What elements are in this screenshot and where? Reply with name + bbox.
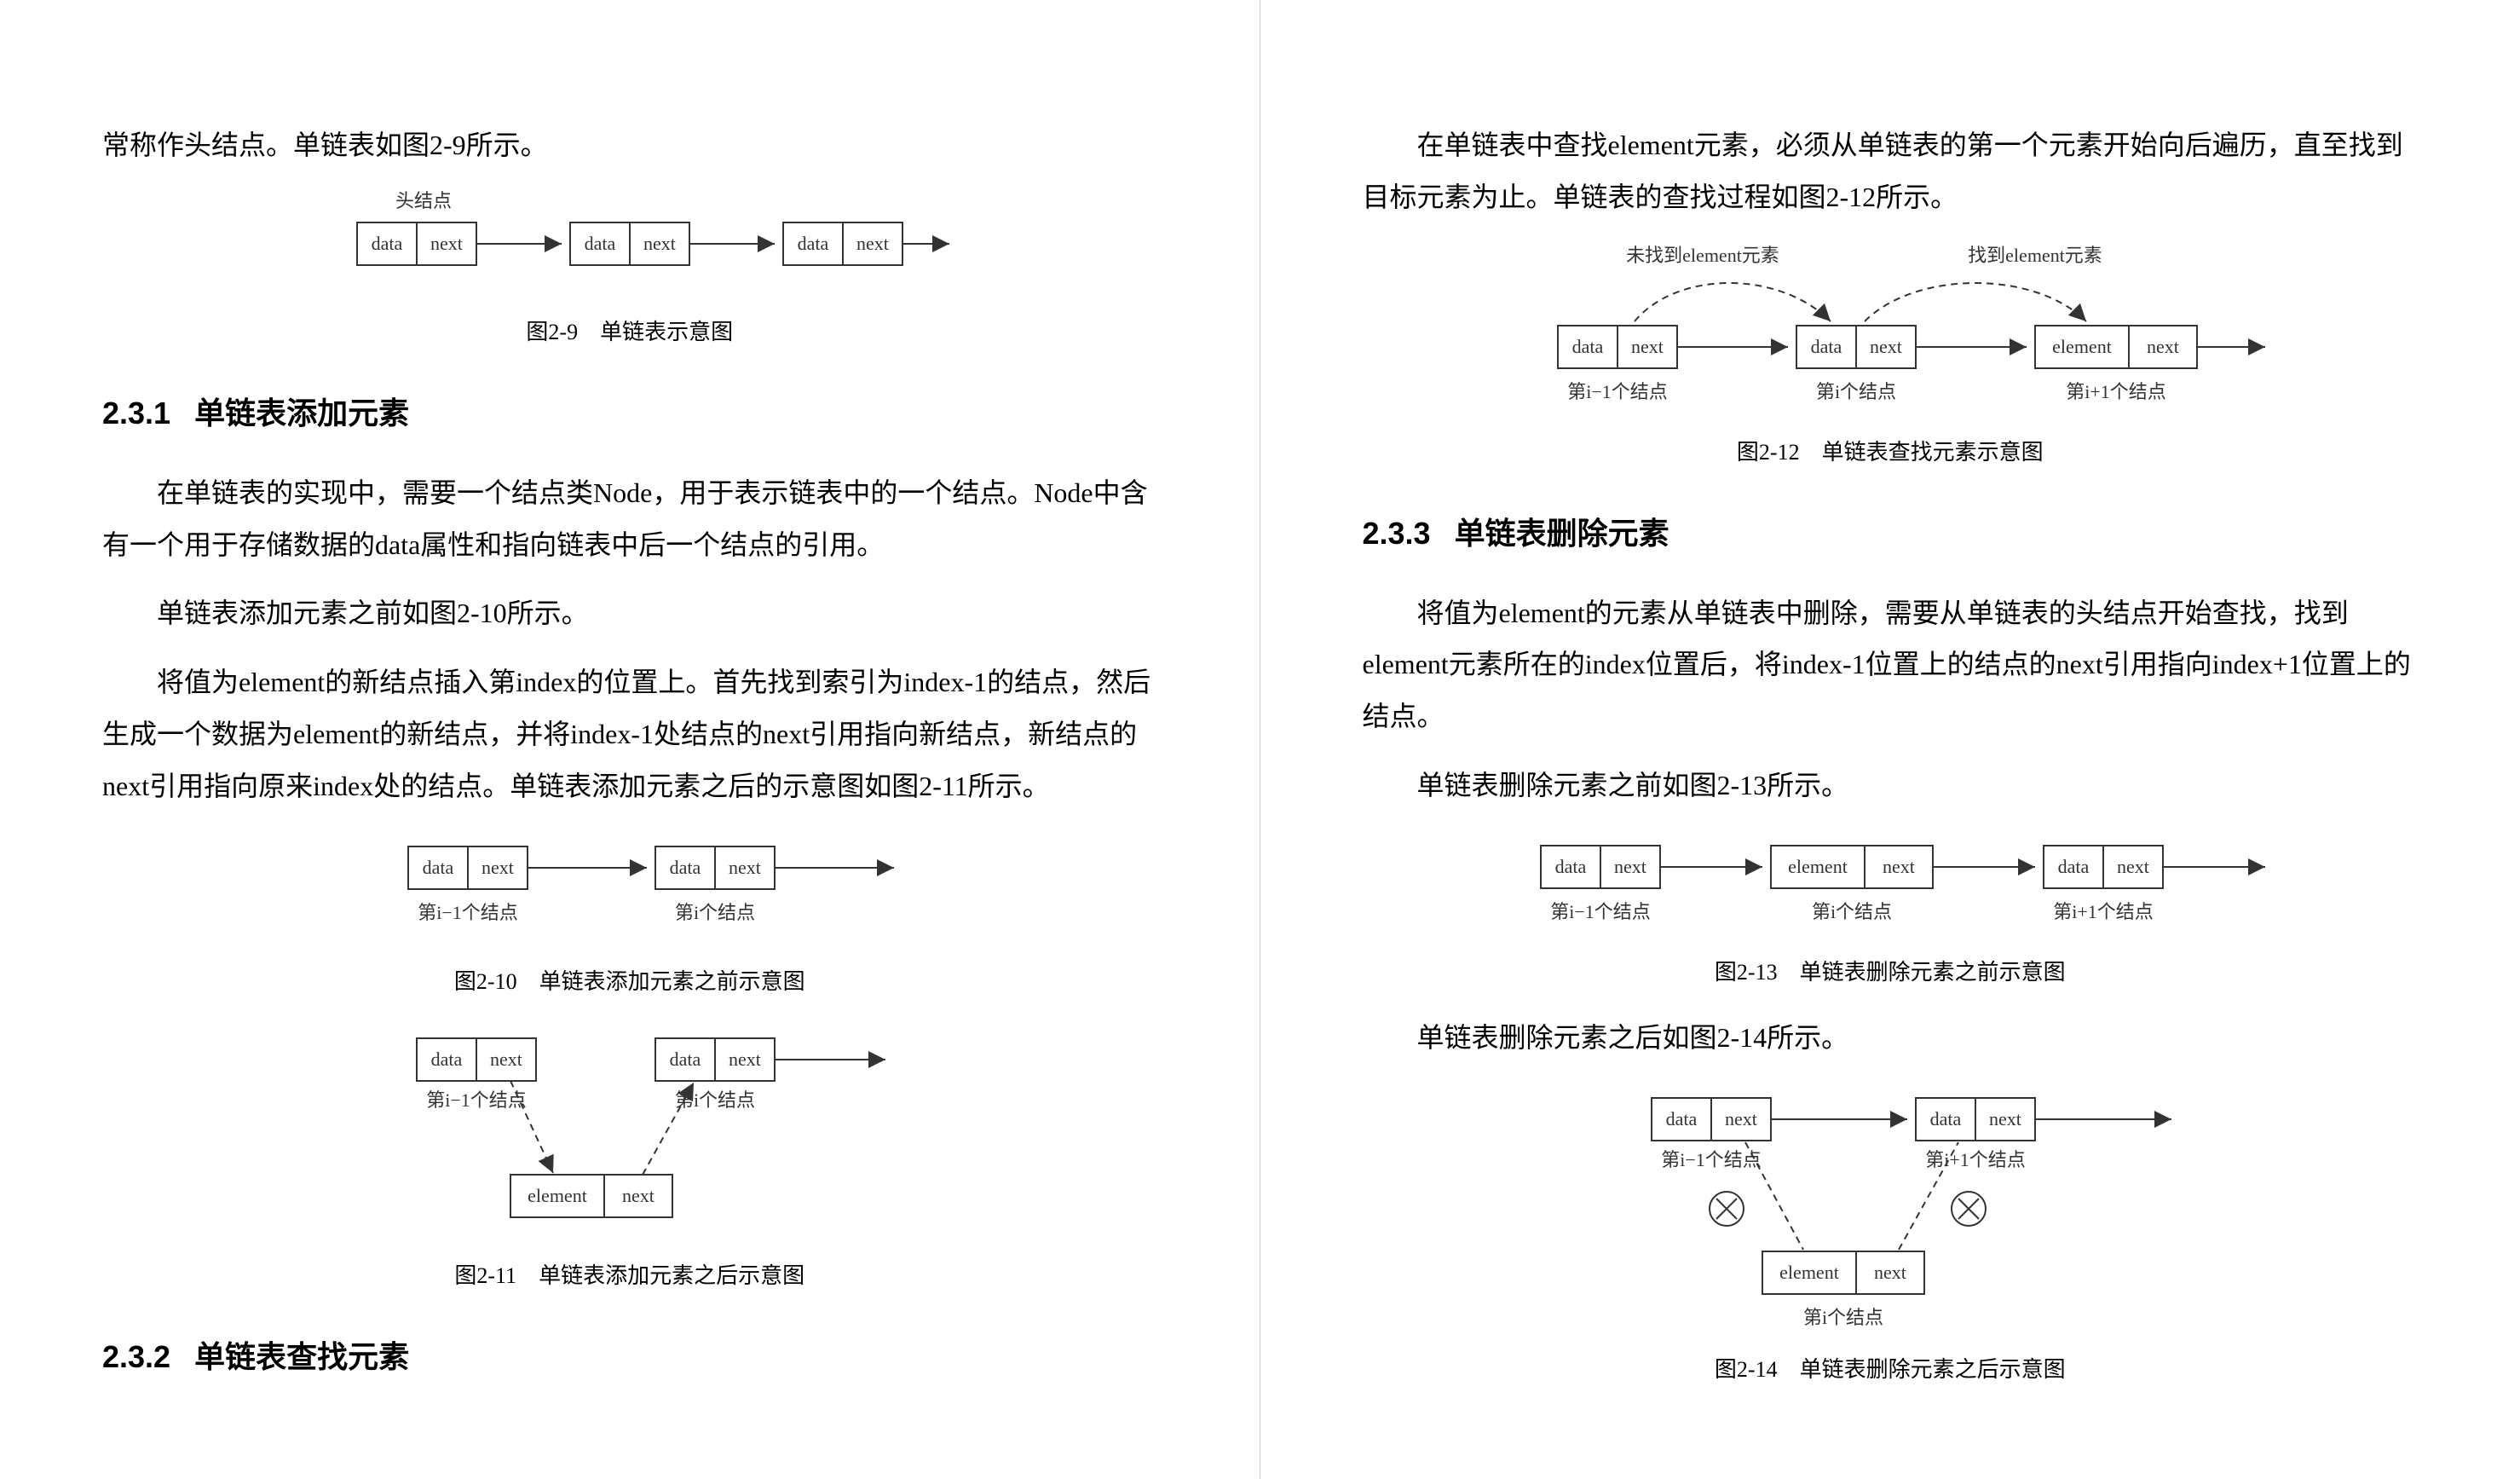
fig-2-9: 头结点 data next data next data [102, 188, 1157, 346]
svg-text:next: next [482, 857, 514, 878]
section-2-3-1: 2.3.1单链表添加元素 [102, 389, 1157, 433]
svg-text:data: data [797, 233, 828, 254]
page-right: 在单链表中查找element元素，必须从单链表的第一个元素开始向后遍历，直至找到… [1260, 0, 2520, 1479]
svg-text:data: data [422, 857, 453, 878]
fig-2-12-caption: 图2-12 单链表查找元素示意图 [1737, 435, 2044, 466]
svg-text:next: next [1874, 1262, 1906, 1283]
section-2-3-2: 2.3.2单链表查找元素 [102, 1332, 1157, 1377]
svg-text:第i+1个结点: 第i+1个结点 [2066, 381, 2166, 402]
svg-text:next: next [430, 233, 463, 254]
svg-text:第i−1个结点: 第i−1个结点 [418, 902, 518, 923]
para-l1: 常称作头结点。单链表如图2-9所示。 [102, 119, 1157, 171]
svg-text:data: data [669, 857, 701, 878]
svg-text:第i个结点: 第i个结点 [1816, 381, 1896, 402]
svg-text:第i−1个结点: 第i−1个结点 [1567, 381, 1668, 402]
para-l3: 单链表添加元素之前如图2-10所示。 [102, 587, 1157, 639]
svg-text:第i个结点: 第i个结点 [675, 902, 755, 923]
svg-text:找到element元素: 找到element元素 [1968, 245, 2102, 266]
svg-text:未找到element元素: 未找到element元素 [1626, 245, 1779, 266]
fig-2-11-caption: 图2-11 单链表添加元素之后示意图 [454, 1258, 804, 1290]
fig-2-13-caption: 图2-13 单链表删除元素之前示意图 [1715, 955, 2066, 986]
svg-text:第i+1个结点: 第i+1个结点 [2053, 901, 2154, 922]
svg-text:element: element [1788, 856, 1848, 877]
para-r4: 单链表删除元素之后如图2-14所示。 [1363, 1012, 2419, 1064]
svg-text:第i−1个结点: 第i−1个结点 [426, 1089, 527, 1111]
fig-2-11-svg: data next 第i−1个结点 data next 第i个结点 elemen… [357, 1021, 902, 1243]
svg-text:next: next [1989, 1108, 2021, 1129]
svg-text:data: data [1571, 336, 1603, 357]
section-2-3-3: 2.3.3单链表删除元素 [1363, 509, 2419, 553]
svg-text:next: next [1614, 856, 1646, 877]
svg-text:next: next [1883, 856, 1915, 877]
svg-text:data: data [2057, 856, 2089, 877]
svg-text:data: data [430, 1049, 462, 1070]
svg-text:next: next [490, 1049, 522, 1070]
svg-text:next: next [1725, 1108, 1757, 1129]
svg-text:element: element [2052, 336, 2112, 357]
para-r1: 在单链表中查找element元素，必须从单链表的第一个元素开始向后遍历，直至找到… [1363, 119, 2419, 223]
svg-text:next: next [1870, 336, 1902, 357]
svg-text:第i个结点: 第i个结点 [1812, 901, 1892, 922]
fig-2-13: data next element next data next 第i−1个结点… [1363, 829, 2419, 986]
svg-text:data: data [1929, 1108, 1961, 1129]
svg-text:next: next [1631, 336, 1664, 357]
svg-text:next: next [643, 233, 676, 254]
svg-text:data: data [371, 233, 402, 254]
fig-2-9-caption: 图2-9 单链表示意图 [526, 315, 733, 346]
fig-2-10-svg: data next data next 第i−1个结点 第i个结点 [357, 829, 902, 949]
svg-text:next: next [622, 1185, 655, 1206]
fig-2-12-svg: 未找到element元素 找到element元素 data next data … [1507, 240, 2274, 419]
fig-2-14: data next 第i−1个结点 data next 第i+1个结点 elem… [1363, 1081, 2419, 1384]
para-r3: 单链表删除元素之前如图2-13所示。 [1363, 760, 2419, 812]
fig-2-14-caption: 图2-14 单链表删除元素之后示意图 [1715, 1352, 2066, 1384]
svg-text:data: data [584, 233, 615, 254]
fig-2-9-svg: 头结点 data next data next data [306, 188, 954, 299]
svg-text:data: data [1554, 856, 1586, 877]
svg-text:第i个结点: 第i个结点 [675, 1089, 755, 1111]
fig-2-10: data next data next 第i−1个结点 第i个结点 图2-10 … [102, 829, 1157, 996]
svg-text:next: next [2147, 336, 2179, 357]
para-r2: 将值为element的元素从单链表中删除，需要从单链表的头结点开始查找，找到el… [1363, 587, 2419, 742]
svg-text:next: next [729, 1049, 761, 1070]
page-left: 常称作头结点。单链表如图2-9所示。 头结点 data next data [0, 0, 1260, 1479]
svg-text:第i−1个结点: 第i−1个结点 [1550, 901, 1651, 922]
para-l2: 在单链表的实现中，需要一个结点类Node，用于表示链表中的一个结点。Node中含… [102, 467, 1157, 571]
fig-2-13-svg: data next element next data next 第i−1个结点… [1507, 829, 2274, 939]
para-l4: 将值为element的新结点插入第index的位置上。首先找到索引为index-… [102, 656, 1157, 812]
svg-text:第i+1个结点: 第i+1个结点 [1925, 1149, 2026, 1170]
svg-text:next: next [729, 857, 761, 878]
fig-2-10-caption: 图2-10 单链表添加元素之前示意图 [454, 964, 805, 996]
fig-2-11: data next 第i−1个结点 data next 第i个结点 elemen… [102, 1021, 1157, 1290]
svg-text:第i−1个结点: 第i−1个结点 [1661, 1149, 1762, 1170]
fig-2-12: 未找到element元素 找到element元素 data next data … [1363, 240, 2419, 466]
svg-text:data: data [1665, 1108, 1697, 1129]
svg-text:data: data [669, 1049, 701, 1070]
svg-text:element: element [528, 1185, 587, 1206]
svg-text:next: next [2117, 856, 2149, 877]
svg-text:第i个结点: 第i个结点 [1803, 1307, 1883, 1328]
head-label: 头结点 [395, 190, 452, 211]
svg-text:data: data [1810, 336, 1842, 357]
fig-2-14-svg: data next 第i−1个结点 data next 第i+1个结点 elem… [1592, 1081, 2188, 1337]
svg-text:element: element [1779, 1262, 1839, 1283]
svg-text:next: next [856, 233, 889, 254]
